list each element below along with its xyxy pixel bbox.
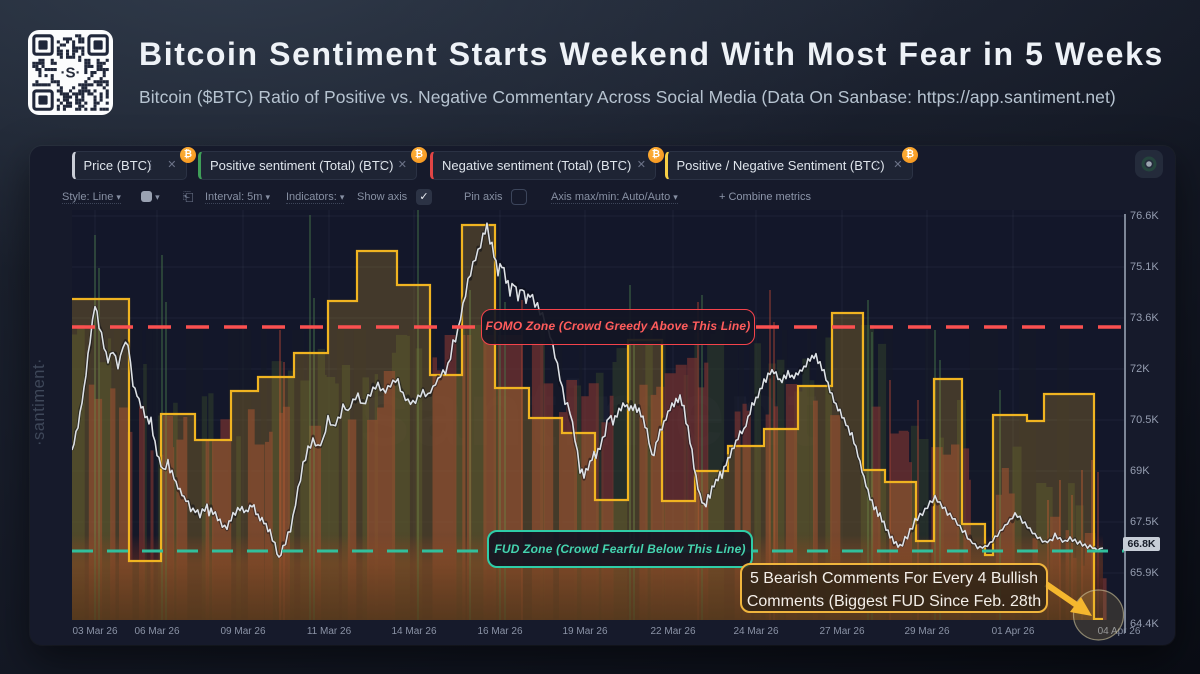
svg-text:·S·: ·S· <box>61 65 81 82</box>
